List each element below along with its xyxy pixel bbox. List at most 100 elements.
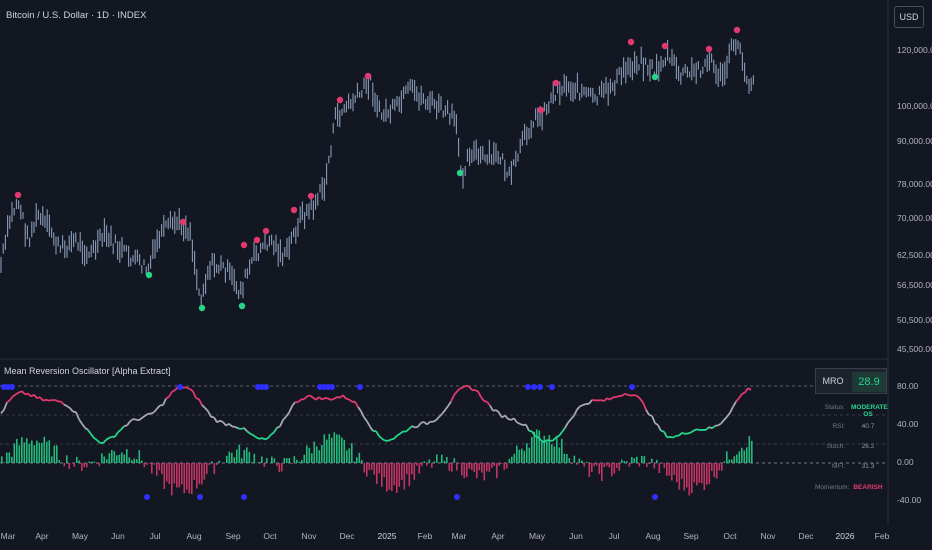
oscillator-line [546, 439, 551, 442]
histogram-bar [381, 463, 383, 487]
histogram-bar [78, 460, 81, 463]
oscillator-line [729, 406, 734, 414]
oscillator-line [39, 396, 44, 402]
time-tick: Sep [225, 531, 241, 541]
extreme-marker [177, 384, 183, 390]
oscillator-line [90, 433, 95, 439]
histogram-bar [668, 463, 671, 476]
oscillator-line [672, 435, 677, 439]
currency-button[interactable]: USD [894, 6, 924, 28]
oscillator-line [711, 425, 716, 430]
histogram-bar [353, 461, 356, 463]
histogram-bar [76, 456, 78, 463]
oscillator-line [105, 437, 110, 441]
histogram-bar [378, 463, 381, 474]
histogram-bar [46, 441, 48, 463]
histogram-bar [576, 463, 578, 465]
histogram-bar [596, 463, 598, 466]
oscillator-line [588, 399, 593, 405]
histogram-bar [346, 450, 348, 463]
oscillator-line [27, 392, 32, 398]
histogram-bar [118, 454, 121, 463]
oscillator-line [555, 435, 560, 439]
oscillator-line [348, 398, 353, 403]
histogram-bar [633, 458, 636, 463]
histogram-bar [208, 463, 211, 466]
overbought-dot [537, 106, 545, 114]
momentum-value: BEARISH [853, 484, 883, 491]
indicator-title[interactable]: Mean Reversion Oscillator [Alpha Extract… [4, 366, 171, 376]
oscillator-line [243, 427, 248, 432]
histogram-bar [148, 463, 151, 464]
histogram-bar [348, 448, 351, 463]
oscillator-line [375, 430, 380, 437]
oscillator-line [75, 411, 80, 420]
histogram-bar [513, 453, 516, 463]
oscillator-line [60, 401, 65, 406]
histogram-bar [248, 451, 251, 463]
oscillator-line [708, 426, 713, 430]
oscillator-line [81, 423, 86, 429]
time-tick: 2026 [835, 531, 855, 541]
histogram-bar [603, 463, 606, 468]
overbought-dot [253, 236, 261, 244]
histogram-bar [328, 433, 331, 463]
overbought-dot [552, 79, 560, 87]
oscillator-line [234, 426, 239, 430]
oscillator-line [417, 422, 422, 428]
oscillator-line [504, 414, 509, 420]
oscillator-line [600, 399, 605, 402]
histogram-bar [398, 463, 401, 487]
histogram-bar [496, 463, 498, 479]
oscillator-line [561, 427, 566, 433]
oscillator-line [537, 436, 542, 441]
oscillator-line [165, 395, 170, 400]
histogram-bar [276, 463, 278, 467]
histogram-bar [631, 457, 633, 463]
histogram-bar [96, 463, 98, 464]
histogram-bar [211, 461, 213, 463]
oscillator-line [42, 398, 47, 402]
extreme-marker [329, 384, 335, 390]
histogram-bar [21, 437, 23, 463]
histogram-bar [238, 444, 241, 463]
histogram-bar [98, 463, 101, 467]
mfi-value: 31.3 [861, 463, 875, 470]
histogram-bar [718, 463, 721, 471]
oscillator-line [486, 401, 491, 407]
histogram-bar [386, 463, 388, 492]
extreme-marker [629, 384, 635, 390]
histogram-bar [708, 463, 711, 485]
oscillator-line [360, 410, 365, 418]
oscillator-line [558, 431, 563, 437]
extreme-marker [357, 384, 363, 390]
oscillator-line [741, 391, 746, 395]
oscillator-line [510, 417, 515, 421]
oscillator-line [441, 409, 446, 415]
oscillator-line [246, 430, 251, 435]
histogram-bar [226, 455, 228, 463]
oscillator-line [312, 396, 317, 401]
histogram-bar [546, 441, 548, 463]
mfi-label: MFI: [832, 463, 845, 470]
oscillator-line [636, 395, 641, 400]
oscillator-line [12, 393, 17, 397]
rsi-value: 40.7 [861, 423, 875, 430]
histogram-bar [531, 436, 533, 463]
oscillator-line [696, 428, 701, 431]
histogram-bar [611, 463, 613, 477]
oscillator-line [369, 426, 374, 432]
histogram-bar [501, 463, 503, 464]
oscillator-line [423, 421, 428, 426]
oscillator-line [132, 418, 137, 421]
extreme-marker [454, 494, 460, 500]
histogram-bar [36, 440, 38, 463]
oscillator-line [621, 392, 626, 397]
extreme-marker [537, 384, 543, 390]
symbol-title[interactable]: Bitcoin / U.S. Dollar · 1D · INDEX [6, 10, 147, 21]
oversold-dot [651, 73, 659, 81]
histogram-bar [201, 463, 203, 485]
histogram-bar [556, 436, 558, 463]
histogram-bar [563, 453, 566, 463]
